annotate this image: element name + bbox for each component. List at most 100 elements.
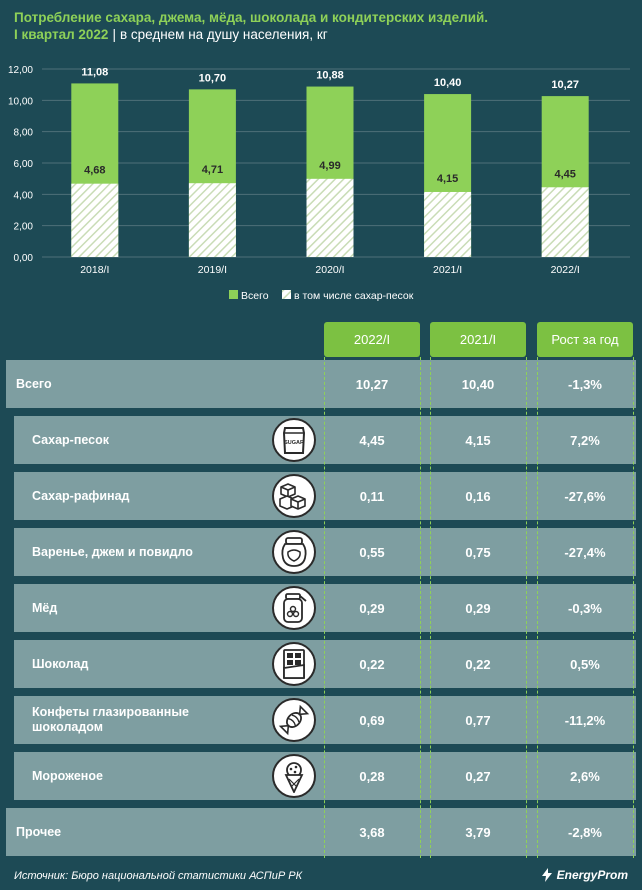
table-cell: 0,27 — [465, 768, 491, 784]
chart-subtitle: I квартал 2022 | в среднем на душу населен… — [14, 26, 328, 43]
sugar-value-label: 4,68 — [84, 165, 105, 177]
row-label: Варенье, джем и повидло — [32, 544, 193, 559]
row-label: Конфеты глазированные шоколадом — [32, 705, 189, 734]
table-row: Прочее 3,68 3,79 -2,8% — [6, 808, 636, 856]
table-cell: 0,77 — [465, 712, 491, 728]
chart-title: Потребление сахара, джема, мёда, шоколад… — [14, 10, 489, 25]
sugar-value-label: 4,99 — [319, 160, 340, 172]
table-cell: 10,40 — [461, 376, 495, 392]
total-value-label: 10,27 — [551, 79, 579, 91]
table-cell: -27,6% — [564, 488, 606, 504]
table-cell: -2,8% — [568, 824, 602, 840]
table-cell: 0,5% — [570, 656, 600, 672]
y-tick-label: 12,00 — [8, 65, 33, 76]
logo-text: EnergyProm — [556, 868, 628, 882]
candy-icon — [272, 698, 316, 742]
column-divider — [537, 357, 538, 858]
logo-icon — [541, 868, 552, 882]
x-tick-label: 2021/I — [433, 264, 462, 276]
legend-swatch-sugar — [282, 290, 291, 299]
energyprom-logo: EnergyProm — [540, 868, 628, 882]
chart-legend: Всего в том числе сахар-песок — [229, 290, 414, 302]
column-divider — [430, 357, 431, 858]
table-cell: 3,79 — [465, 824, 491, 840]
y-tick-label: 10,00 — [8, 96, 33, 107]
ice-cream-icon — [272, 754, 316, 798]
y-tick-label: 0,00 — [14, 253, 34, 264]
row-label: Мёд — [32, 600, 58, 615]
table-cell: 3,68 — [359, 824, 385, 840]
bar-chart: 0,00 2,00 4,00 6,00 8,00 10,00 12,00 11,08 4,68… — [8, 65, 630, 302]
total-value-label: 10,40 — [434, 77, 462, 89]
y-tick-label: 4,00 — [14, 190, 34, 201]
table-cell: 0,75 — [465, 544, 491, 560]
chocolate-bar-icon — [272, 642, 316, 686]
table-cell: 0,11 — [359, 488, 385, 504]
total-value-label: 10,88 — [316, 70, 344, 82]
bars: 11,08 4,68 10,70 4,71 10,88 4,99 10,40 4,15 10,2… — [71, 66, 589, 258]
sugar-value-label: 4,71 — [202, 164, 223, 176]
table-row: Конфеты глазированные шоколадом 0,69 0,77 -… — [14, 696, 636, 744]
table-row: Шоколад 0,22 0,22 0,5% — [14, 640, 636, 688]
sugar-value-label: 4,45 — [554, 168, 575, 180]
table-row: Варенье, джем и повидло 0,55 0,75 -27,4% — [14, 528, 636, 576]
table-cell: 0,55 — [359, 544, 385, 560]
sugar-bag-icon: SUGAR — [272, 418, 316, 462]
bar-sugar — [188, 183, 236, 257]
table-cell: -1,3% — [568, 376, 602, 392]
table-cell: 7,2% — [570, 432, 600, 448]
x-axis: 2018/I 2019/I 2020/I 2021/I 2022/I — [80, 264, 580, 276]
table-row: Всего 10,27 10,40 -1,3% — [6, 360, 636, 408]
table-cell: 0,28 — [359, 768, 385, 784]
table-cell: 0,22 — [359, 656, 385, 672]
table-cell: 0,29 — [465, 600, 491, 616]
table-row: Сахар-песок SUGAR 4,45 4,15 7,2% — [14, 416, 636, 464]
column-divider — [526, 357, 527, 858]
total-value-label: 11,08 — [81, 66, 108, 78]
column-header: Рост за год — [537, 322, 633, 357]
table-row: Сахар-рафинад 0,11 0,16 -27,6% — [14, 472, 636, 520]
table-cell: 2,6% — [570, 768, 600, 784]
column-divider — [633, 357, 634, 858]
table-cell: 4,15 — [465, 432, 491, 448]
x-tick-label: 2019/I — [198, 264, 227, 276]
column-header: 2021/I — [430, 322, 526, 357]
column-header: 2022/I — [324, 322, 420, 357]
column-divider — [324, 357, 325, 858]
table-row: Мороженое 0,28 0,27 2,6% — [14, 752, 636, 800]
legend-label-sugar: в том числе сахар-песок — [294, 290, 414, 302]
table-cell: 0,22 — [465, 656, 491, 672]
table-cell: 4,45 — [359, 432, 385, 448]
row-label: Сахар-песок — [32, 432, 110, 447]
bar-sugar — [541, 187, 589, 257]
unit-note: в среднем на душу населения, кг — [119, 27, 328, 42]
period-label: I квартал 2022 — [14, 27, 109, 42]
y-tick-label: 2,00 — [14, 222, 34, 233]
table-cell: 10,27 — [355, 376, 389, 392]
table-row: Мёд 0,29 0,29 -0,3% — [14, 584, 636, 632]
row-label: Прочее — [16, 824, 62, 839]
x-tick-label: 2018/I — [80, 264, 109, 276]
row-label: Шоколад — [32, 656, 89, 671]
jam-jar-icon — [272, 530, 316, 574]
bar-sugar — [71, 183, 119, 257]
y-axis: 0,00 2,00 4,00 6,00 8,00 10,00 12,00 — [8, 65, 33, 264]
table-cell: -0,3% — [568, 600, 602, 616]
sugar-value-label: 4,15 — [437, 173, 458, 185]
table-cell: 0,16 — [465, 488, 491, 504]
x-tick-label: 2022/I — [551, 264, 580, 276]
row-label: Всего — [16, 376, 52, 391]
honey-jar-icon — [272, 586, 316, 630]
y-tick-label: 8,00 — [14, 128, 34, 139]
bar-sugar — [424, 191, 472, 257]
table-cell: -11,2% — [564, 712, 606, 728]
row-label: Мороженое — [32, 768, 103, 783]
row-label: Сахар-рафинад — [32, 488, 130, 503]
source-note: Источник: Бюро национальной статистики А… — [14, 870, 303, 882]
bar-sugar — [306, 178, 354, 257]
column-divider — [420, 357, 421, 858]
table-cell: -27,4% — [564, 544, 606, 560]
legend-swatch-total — [229, 290, 238, 299]
x-tick-label: 2020/I — [315, 264, 344, 276]
sugar-cubes-icon — [272, 474, 316, 518]
